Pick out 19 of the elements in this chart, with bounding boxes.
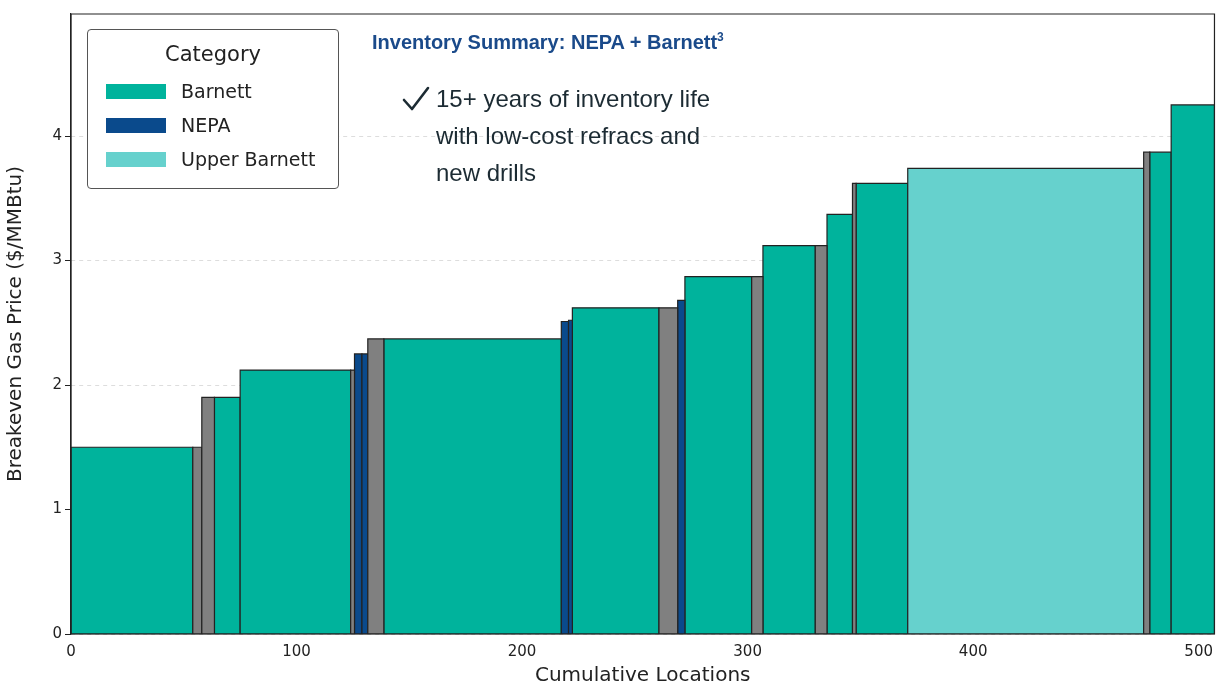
legend-label: NEPA <box>181 114 231 136</box>
y-tick-label: 4 <box>52 125 62 144</box>
x-tick-label: 200 <box>507 641 537 660</box>
x-axis-title: Cumulative Locations <box>534 662 751 687</box>
x-tick-label: 100 <box>282 641 311 660</box>
legend-label: Upper Barnett <box>181 148 316 170</box>
y-tick-label: 3 <box>52 250 62 269</box>
x-tick-label: 0 <box>66 641 76 660</box>
y-tick-label: 0 <box>52 623 62 642</box>
y-tick-label: 1 <box>52 499 62 518</box>
legend-title: Category <box>164 42 262 66</box>
x-tick-label: 400 <box>958 641 988 660</box>
y-axis-title: Breakeven Gas Price ($/MMBtu) <box>2 166 27 482</box>
text: Inventory Summary: NEPA + Barnett$^{3}$ <box>372 30 724 54</box>
x-tick-label: 300 <box>733 641 762 660</box>
annotation: 15+ years of inventory life with low-cost refracs and new drills <box>436 84 711 188</box>
x-tick-label: 500 <box>1184 641 1214 660</box>
y-tick-label: 2 <box>52 374 62 393</box>
legend-label: Barnett <box>181 80 252 102</box>
